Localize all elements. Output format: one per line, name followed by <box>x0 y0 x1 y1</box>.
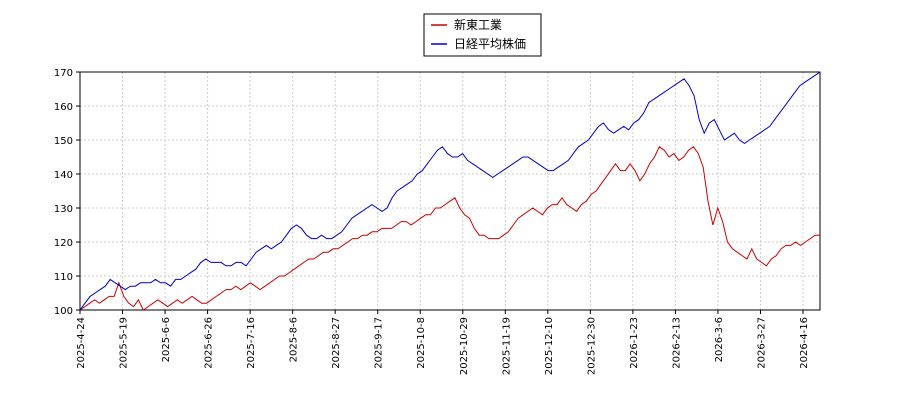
x-tick-label: 2025-12-10 <box>544 317 555 375</box>
x-tick-label: 2025-5-19 <box>119 317 130 369</box>
y-tick-label: 150 <box>54 136 73 147</box>
y-tick-label: 110 <box>54 272 73 283</box>
x-tick-label: 2026-1-23 <box>629 317 640 369</box>
legend: 新東工業 日経平均株価 <box>423 13 542 57</box>
legend-label-0: 新東工業 <box>454 17 502 32</box>
y-tick-label: 120 <box>54 238 73 249</box>
grid-lines <box>79 71 820 311</box>
x-tick-label: 2025-11-19 <box>501 317 512 375</box>
plot-frame <box>79 71 821 311</box>
series-line-0 <box>79 146 820 311</box>
x-tick-label: 2025-6-6 <box>161 317 172 362</box>
x-tick-label: 2025-9-17 <box>374 317 385 369</box>
x-tick-label: 2025-8-27 <box>331 317 342 369</box>
x-tick-label: 2026-4-16 <box>799 317 810 369</box>
legend-label-1: 日経平均株価 <box>454 36 526 51</box>
x-axis: 2025-4-24 2025-5-19 2025-6-6 2025-6-26 2025-… <box>76 310 810 375</box>
legend-box <box>423 13 542 57</box>
y-tick-label: 170 <box>54 68 73 79</box>
x-tick-label: 2025-8-6 <box>289 317 300 362</box>
x-tick-label: 2026-3-27 <box>756 317 767 369</box>
x-tick-label: 2026-3-6 <box>714 317 725 362</box>
x-tick-label: 2025-7-16 <box>246 317 257 369</box>
x-tick-label: 2025-12-30 <box>586 317 597 375</box>
series-line-1 <box>79 71 821 311</box>
x-tick-label: 2025-4-24 <box>76 317 87 369</box>
y-tick-label: 130 <box>54 204 73 215</box>
x-tick-label: 2025-10-29 <box>459 317 470 375</box>
y-tick-label: 160 <box>54 102 73 113</box>
y-tick-label: 100 <box>54 306 73 317</box>
x-tick-label: 2026-2-13 <box>671 317 682 369</box>
y-tick-label: 140 <box>54 170 73 181</box>
series-lines <box>79 71 821 311</box>
x-tick-label: 2025-6-26 <box>204 317 215 369</box>
y-axis: 100 110 120 130 140 150 160 170 <box>54 68 80 317</box>
x-tick-label: 2025-10-8 <box>416 317 427 369</box>
